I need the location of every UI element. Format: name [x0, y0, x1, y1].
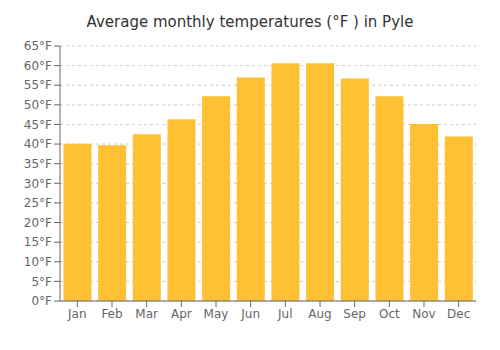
- svg-text:55°F: 55°F: [24, 78, 52, 92]
- svg-text:0°F: 0°F: [31, 294, 52, 308]
- svg-text:Jun: Jun: [240, 307, 260, 321]
- html-text:Average monthly temperatures (: Average monthly temperatures (°F ) in Py…: [86, 13, 414, 31]
- svg-text:25°F: 25°F: [24, 196, 52, 210]
- svg-text:Aug: Aug: [308, 307, 331, 321]
- svg-text:Jul: Jul: [277, 307, 292, 321]
- svg-text:60°F: 60°F: [24, 59, 52, 73]
- svg-text:Feb: Feb: [101, 307, 122, 321]
- svg-text:50°F: 50°F: [24, 98, 52, 112]
- svg-text:10°F: 10°F: [24, 255, 52, 269]
- svg-text:Oct: Oct: [379, 307, 400, 321]
- svg-text:15°F: 15°F: [24, 235, 52, 249]
- svg-text:Sep: Sep: [343, 307, 366, 321]
- svg-text:May: May: [204, 307, 229, 321]
- svg-text:Jan: Jan: [67, 307, 87, 321]
- svg-text:Apr: Apr: [171, 307, 192, 321]
- svg-text:65°F: 65°F: [24, 39, 52, 53]
- svg-text:Dec: Dec: [447, 307, 470, 321]
- svg-text:20°F: 20°F: [24, 216, 52, 230]
- svg-text:30°F: 30°F: [24, 177, 52, 191]
- svg-text:Mar: Mar: [135, 307, 158, 321]
- svg-text:45°F: 45°F: [24, 118, 52, 132]
- svg-text:Nov: Nov: [412, 307, 435, 321]
- svg-text:5°F: 5°F: [31, 275, 52, 289]
- svg-text:40°F: 40°F: [24, 137, 52, 151]
- svg-text:35°F: 35°F: [24, 157, 52, 171]
